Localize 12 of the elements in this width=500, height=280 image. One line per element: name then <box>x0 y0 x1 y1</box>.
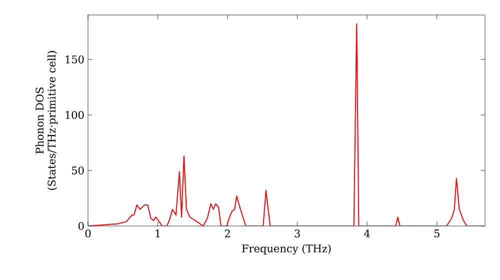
x-tick-label: 0 <box>85 230 91 238</box>
y-tick-label: 50 <box>72 166 84 174</box>
x-tick-label: 4 <box>364 230 370 238</box>
x-tick-label: 3 <box>294 230 300 238</box>
y-tick-label: 150 <box>66 55 84 64</box>
y-axis-title: Phonon DOS (States/THz·primitive cell) <box>35 51 58 190</box>
x-tick-label: 1 <box>156 230 160 238</box>
x-axis-title: Frequency (THz) <box>242 244 331 255</box>
y-tick-label: 100 <box>66 110 84 119</box>
x-tick-label: 2 <box>224 230 230 238</box>
x-tick-label: 5 <box>434 230 440 238</box>
y-tick-label: 0 <box>78 222 84 230</box>
